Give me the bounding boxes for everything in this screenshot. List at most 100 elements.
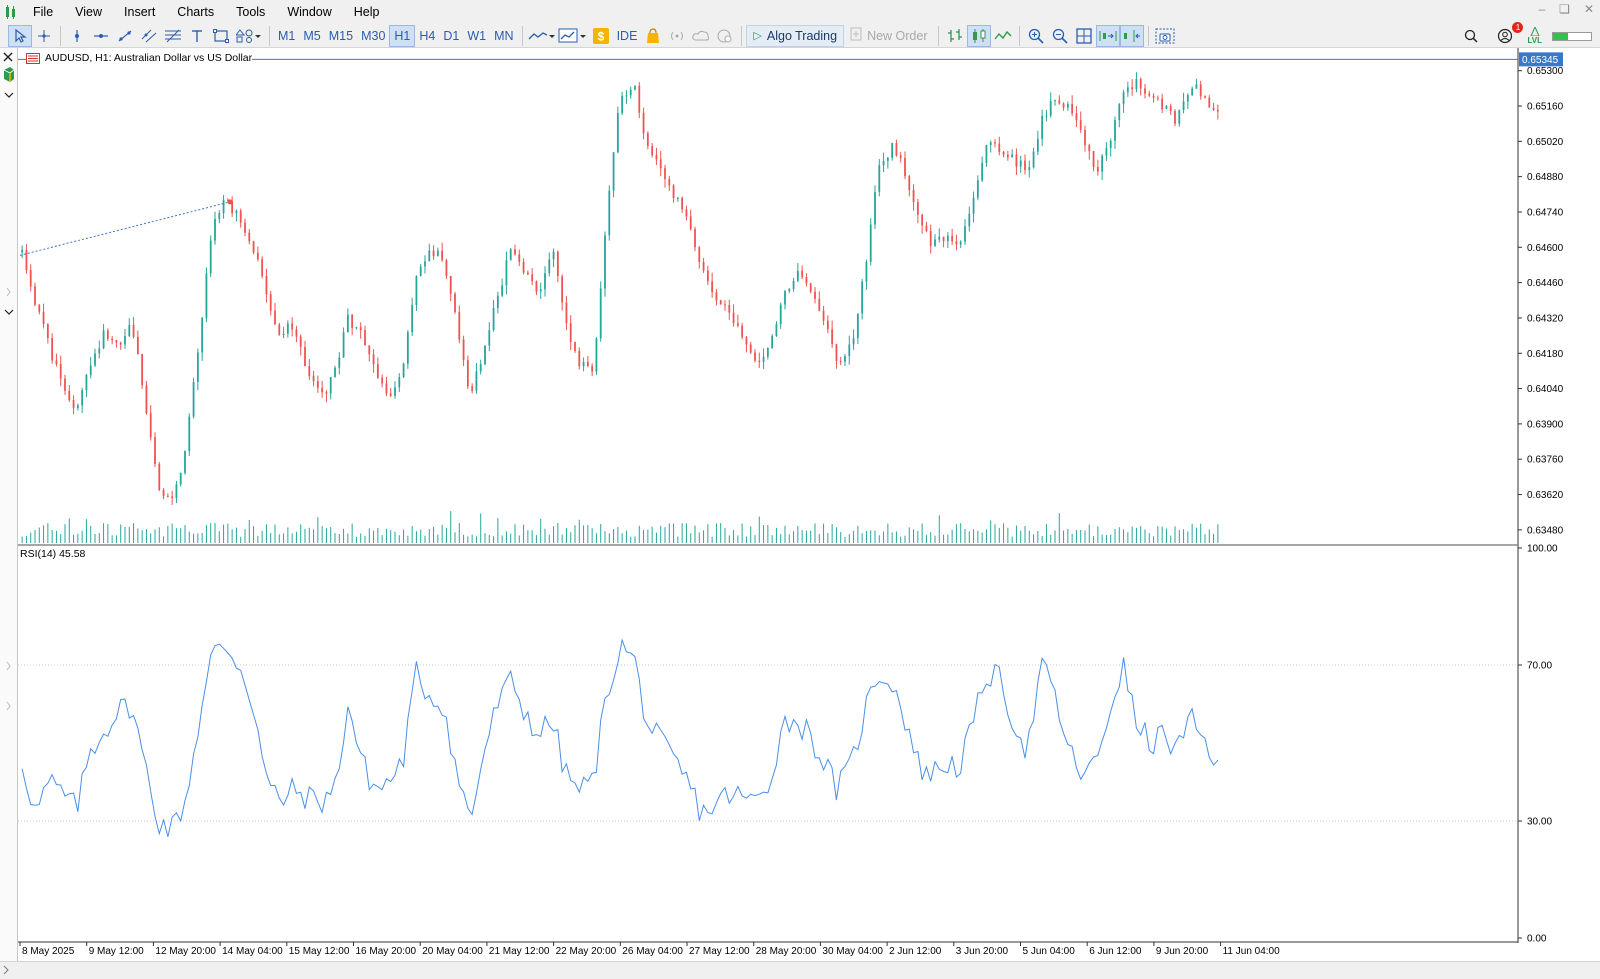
zoom-out-icon[interactable] [1048, 25, 1072, 47]
timeframe-m15[interactable]: M15 [328, 28, 354, 43]
timeframe-w1[interactable]: W1 [467, 28, 487, 43]
vps-cloud-icon[interactable] [689, 25, 713, 47]
channel-icon[interactable] [137, 25, 161, 47]
zoom-in-icon[interactable] [1024, 25, 1048, 47]
fibonacci-icon[interactable] [161, 25, 185, 47]
candle-body [334, 367, 336, 378]
candle-body [291, 323, 294, 330]
candle-body [1144, 88, 1146, 94]
horizontal-line-icon[interactable] [89, 25, 113, 47]
candle-body [1114, 120, 1116, 141]
market-icon[interactable]: $ [589, 25, 613, 47]
scroll-arrow-icon[interactable] [6, 287, 11, 711]
candle-body [449, 275, 452, 294]
connection-level-bar [1552, 31, 1592, 41]
candle-body [509, 249, 512, 261]
search-icon[interactable] [1459, 25, 1483, 47]
candle-body [972, 197, 975, 214]
market-bag-icon[interactable] [641, 25, 665, 47]
timeframe-mn[interactable]: MN [494, 28, 514, 43]
candle-body [488, 330, 491, 346]
candle-body [385, 383, 388, 394]
connection-level-fill [1553, 32, 1569, 40]
timeframe-m30[interactable]: M30 [361, 28, 386, 43]
menu-charts[interactable]: Charts [177, 5, 215, 19]
line-chart-icon[interactable] [991, 25, 1015, 47]
crosshair-icon[interactable] [32, 25, 56, 47]
algo-trading-button[interactable]: ▷ Algo Trading [746, 24, 845, 47]
expand-arrow-icon[interactable] [0, 962, 12, 978]
candle-body [1066, 103, 1069, 108]
time-tick-label: 11 Jun 04:00 [1223, 946, 1281, 957]
expand-chevron-icon[interactable] [4, 309, 14, 315]
rectangle-icon[interactable] [209, 25, 233, 47]
close-window-icon[interactable]: ✕ [1583, 2, 1594, 16]
chart-canvas[interactable]: 0.65300 0.65160 0.65020 0.64880 0.64740 0.646… [18, 48, 1600, 961]
price-tick-label: 0.63620 [1527, 490, 1564, 501]
account-notifications-icon[interactable]: 1 [1493, 22, 1524, 47]
candle-body [1062, 103, 1065, 108]
chart-templates-icon[interactable] [557, 25, 589, 47]
candle-body [132, 325, 135, 337]
candle-body [655, 155, 658, 160]
auto-scroll-icon[interactable] [1095, 24, 1120, 47]
menu-window[interactable]: Window [287, 5, 332, 19]
menu-insert[interactable]: Insert [124, 5, 156, 19]
bottom-bar [0, 961, 1600, 979]
new-order-icon [850, 27, 862, 44]
new-order-button[interactable]: New Order [844, 25, 933, 47]
candlestick-chart-icon[interactable] [966, 24, 991, 47]
timeframe-m5[interactable]: M5 [303, 28, 321, 43]
restore-icon[interactable]: ❏ [1559, 2, 1570, 16]
candle-body [1216, 109, 1219, 112]
menu-tools[interactable]: Tools [236, 5, 266, 19]
chart-area[interactable]: 0.65300 0.65160 0.65020 0.64880 0.64740 0.646… [18, 48, 1600, 961]
menu-help[interactable]: Help [353, 5, 380, 19]
shapes-dropdown-icon[interactable] [233, 25, 265, 47]
time-tick-label: 27 May 12:00 [689, 946, 750, 957]
candle-body [239, 210, 242, 223]
vertical-line-icon[interactable] [65, 25, 89, 47]
timeframe-d1[interactable]: D1 [443, 28, 460, 43]
candle-body [728, 304, 731, 313]
candle-body [158, 464, 161, 490]
candle-body [192, 381, 195, 417]
candle-body [801, 270, 804, 278]
menu-file[interactable]: File [33, 5, 54, 19]
candle-body [1071, 103, 1074, 114]
menu-view[interactable]: View [75, 5, 103, 19]
timeframe-m1[interactable]: M1 [278, 28, 296, 43]
tile-windows-icon[interactable] [1072, 25, 1096, 47]
close-chart-icon[interactable] [3, 52, 13, 62]
candle-body [766, 347, 769, 357]
candle-body [869, 224, 872, 262]
candle-body [364, 330, 366, 346]
candle-body [351, 314, 354, 328]
candle-body [64, 378, 66, 391]
candle-body [1208, 97, 1211, 108]
timeframe-h4[interactable]: H4 [419, 28, 436, 43]
candle-body [706, 270, 709, 282]
chart-shift-icon[interactable] [1119, 24, 1144, 47]
drawn-trendline[interactable] [19, 199, 233, 256]
screenshot-icon[interactable] [1153, 25, 1177, 47]
timeframe-h1[interactable]: H1 [389, 24, 416, 47]
candle-body [672, 185, 675, 199]
bar-chart-icon[interactable] [943, 25, 967, 47]
minimize-icon[interactable]: – [1538, 2, 1546, 16]
candle-body [994, 142, 996, 144]
copy-trading-icon[interactable] [713, 25, 737, 47]
time-tick-label: 2 Jun 12:00 [889, 946, 942, 957]
cursor-tool-icon[interactable] [8, 24, 32, 47]
ide-button[interactable]: IDE [616, 28, 638, 43]
signals-icon[interactable] [665, 25, 689, 47]
candle-body [989, 142, 992, 145]
candle-body [124, 336, 126, 345]
time-tick-label: 20 May 04:00 [422, 946, 483, 957]
candle-body [732, 312, 735, 324]
collapse-chevron-icon[interactable] [4, 92, 14, 98]
trendline-icon[interactable] [113, 25, 137, 47]
indicators-dropdown-icon[interactable] [527, 25, 557, 47]
one-click-trading-icon[interactable] [3, 67, 15, 82]
text-tool-icon[interactable] [185, 25, 209, 47]
